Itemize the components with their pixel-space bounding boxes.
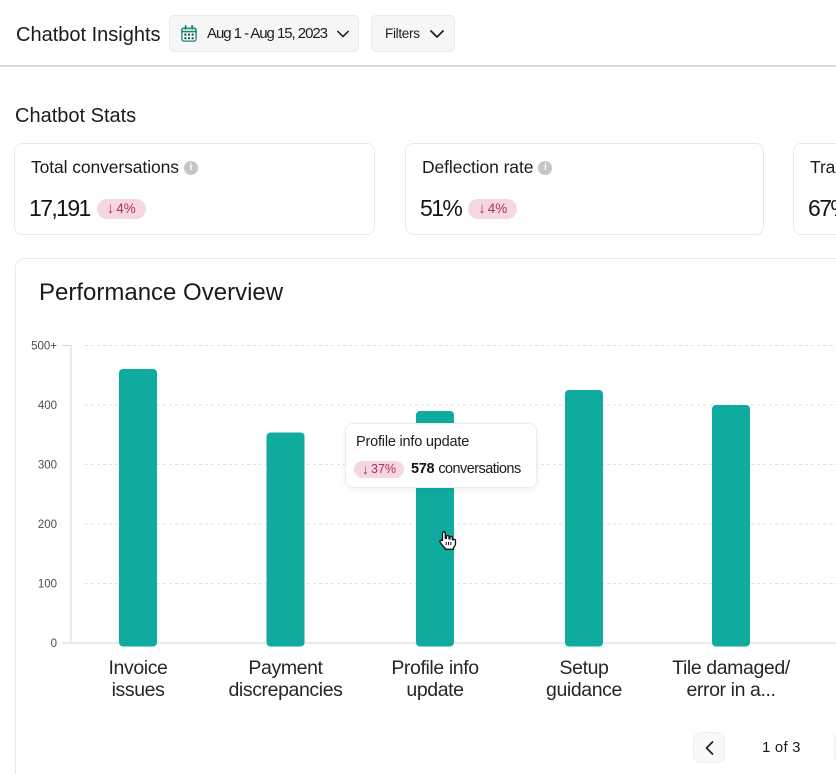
svg-text:Payment: Payment — [248, 657, 323, 679]
svg-text:200: 200 — [38, 519, 57, 531]
svg-text:Invoice: Invoice — [109, 657, 168, 679]
svg-text:400: 400 — [38, 400, 57, 412]
svg-text:guidance: guidance — [546, 679, 622, 701]
svg-text:500+: 500+ — [31, 341, 57, 353]
svg-text:issues: issues — [112, 679, 166, 701]
svg-text:300: 300 — [38, 460, 57, 472]
svg-text:100: 100 — [38, 579, 57, 591]
svg-text:Setup: Setup — [560, 657, 610, 679]
svg-text:Profile info: Profile info — [391, 657, 479, 679]
svg-text:discrepancies: discrepancies — [228, 679, 343, 701]
svg-text:0: 0 — [51, 638, 57, 650]
svg-text:Tile damaged/: Tile damaged/ — [672, 657, 791, 679]
svg-text:error in a...: error in a... — [686, 679, 775, 701]
svg-text:update: update — [406, 679, 463, 701]
